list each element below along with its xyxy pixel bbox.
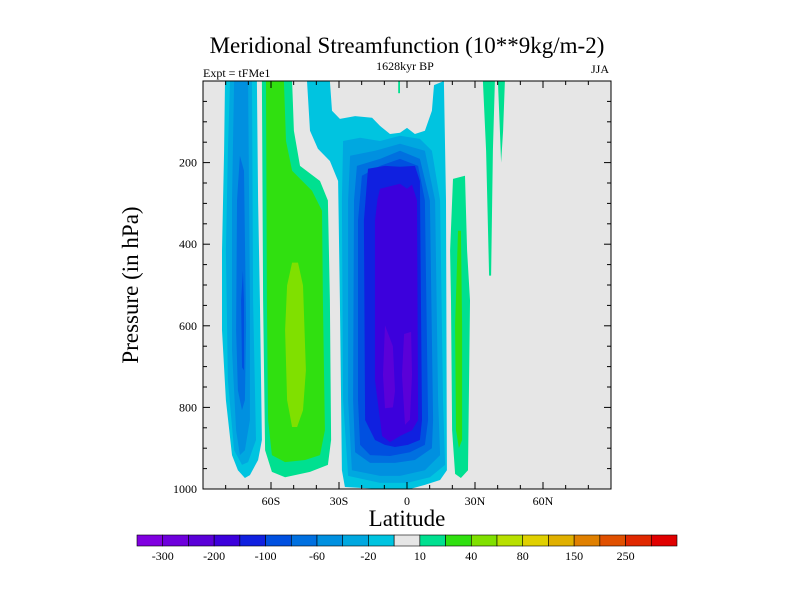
x-axis-title: Latitude: [369, 506, 446, 531]
colorbar-label: -100: [255, 549, 277, 563]
colorbar-box: [162, 534, 189, 547]
plot-area: [203, 81, 611, 489]
contour-region-equatorial-streamer: [398, 81, 400, 94]
x-tick-label: 60N: [533, 494, 554, 508]
colorbar-box: [599, 534, 626, 547]
colorbar-box: [419, 534, 446, 547]
colorbar-box: [496, 534, 524, 547]
colorbar-box: [290, 534, 318, 547]
time-label: 1628kyr BP: [376, 59, 434, 73]
colorbar-box: [239, 534, 266, 547]
colorbar-box: [265, 534, 292, 547]
colorbar-box: [445, 534, 472, 547]
colorbar-box: [368, 534, 395, 547]
contour-region-hadley-cell: [402, 331, 412, 425]
colorbar-box: [470, 534, 498, 547]
y-tick-label: 800: [179, 400, 197, 414]
colorbar-box: [136, 534, 164, 547]
colorbar-box: [650, 534, 678, 547]
colorbar-box: [573, 534, 601, 547]
colorbar-label: 10: [414, 549, 426, 563]
colorbar-label: -200: [203, 549, 225, 563]
contour-region-sh-ferrel-cell: [285, 262, 306, 427]
colorbar: -300 -200 -100 -60 -20 10 40 80 150 250: [136, 534, 678, 563]
y-tick-label: 200: [179, 156, 197, 170]
chart-title: Meridional Streamfunction (10**9kg/m-2): [210, 33, 605, 58]
axes: 60S 30S 0 30N 60N 200 400 600 800 1000: [173, 80, 612, 508]
colorbar-label: -60: [309, 549, 325, 563]
colorbar-box: [213, 534, 241, 547]
y-tick-label: 400: [179, 237, 197, 251]
contour-region-nh-streamer: [497, 81, 505, 163]
colorbar-box: [548, 534, 575, 547]
x-tick-label: 30S: [330, 494, 349, 508]
colorbar-box: [342, 534, 369, 547]
contour-region-hadley-cell: [383, 325, 395, 409]
colorbar-box: [393, 534, 421, 547]
season-label: JJA: [591, 62, 609, 76]
colorbar-box: [625, 534, 652, 547]
colorbar-label: 40: [465, 549, 477, 563]
experiment-label: Expt = tFMe1: [203, 66, 270, 80]
colorbar-label: 150: [565, 549, 583, 563]
y-tick-label: 600: [179, 319, 197, 333]
contour-region-nh-streamer: [482, 81, 495, 276]
x-tick-label: 0: [404, 494, 410, 508]
colorbar-box: [316, 534, 344, 547]
contour-region-sh-polar-cell: [241, 270, 244, 371]
y-tick-label: 1000: [173, 482, 197, 496]
contour-region-nh-cell: [455, 230, 463, 449]
colorbar-label: -300: [152, 549, 174, 563]
colorbar-box: [188, 534, 215, 547]
colorbar-box: [522, 534, 549, 547]
x-tick-label: 60S: [262, 494, 281, 508]
x-tick-label: 30N: [465, 494, 486, 508]
colorbar-label: 80: [517, 549, 529, 563]
contour-region-hadley-cell: [375, 183, 419, 443]
colorbar-label: -20: [360, 549, 376, 563]
colorbar-label: 250: [617, 549, 635, 563]
y-axis-title: Pressure (in hPa): [118, 206, 143, 363]
contour-fills: [222, 81, 505, 489]
